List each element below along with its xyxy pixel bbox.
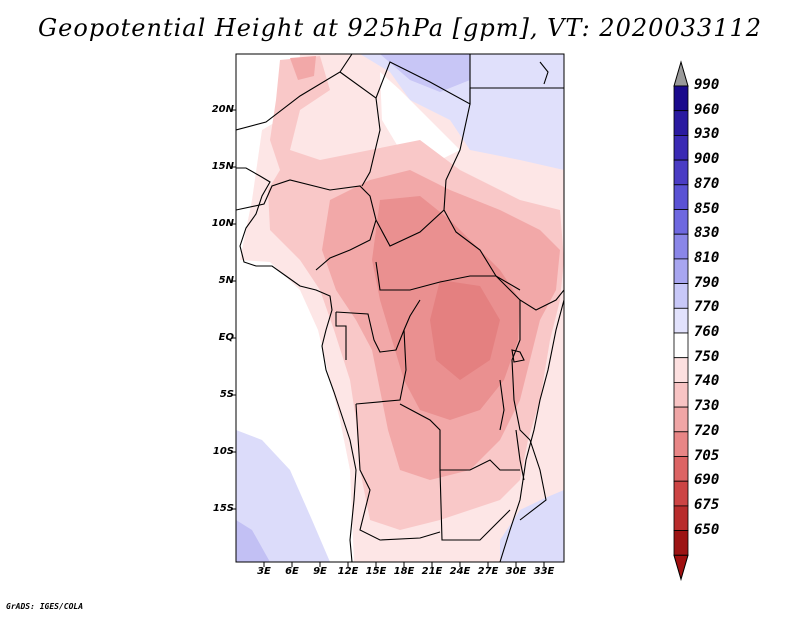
colorbar-swatch — [673, 85, 689, 112]
colorbar-label: 720 — [694, 422, 720, 439]
colorbar-label: 760 — [694, 324, 720, 340]
border-algeria-mali — [236, 54, 353, 131]
colorbar-swatch — [673, 431, 689, 457]
colorbar-label: 770 — [694, 299, 720, 316]
border-zambia-south — [439, 469, 511, 541]
lon-label-18e: 18E — [393, 566, 415, 577]
border-south-sudan — [495, 275, 564, 311]
colorbar-swatch — [673, 209, 689, 235]
map-frame — [235, 53, 565, 563]
lon-label-33e: 33E — [533, 566, 555, 577]
colorbar-label: 960 — [694, 101, 720, 118]
axis-ticks — [231, 109, 545, 567]
border-car-north — [375, 209, 445, 247]
border-drc-zambia — [399, 403, 520, 471]
colorbar-swatch — [673, 530, 689, 556]
colorbar-label: 930 — [694, 126, 720, 143]
colorbar-label: 810 — [694, 249, 720, 266]
colorbar-label: 705 — [694, 447, 720, 464]
lon-label-24e: 24E — [449, 566, 471, 577]
lat-label-eq: EQ — [218, 332, 234, 343]
coastline-west — [236, 167, 357, 562]
colorbar-label: 730 — [694, 398, 720, 415]
border-malawi-mozambique — [519, 439, 547, 521]
border-libya-chad — [375, 54, 471, 105]
lat-label-15s: 15S — [212, 503, 234, 514]
field-north-lightblue — [360, 54, 564, 170]
colorbar-swatch — [673, 184, 689, 210]
colorbar-label: 830 — [694, 225, 720, 242]
colorbar-swatch — [673, 480, 689, 507]
colorbar-swatch — [673, 233, 689, 260]
lon-label-3e: 3E — [257, 566, 271, 577]
lat-label-10n: 10N — [211, 218, 234, 229]
colorbar-swatch — [673, 505, 689, 531]
colorbar-swatch — [673, 159, 689, 186]
colorbar-label: 650 — [694, 521, 720, 538]
border-angola-namibia — [355, 403, 441, 541]
field-southeast-lightblue — [500, 490, 564, 562]
colorbar-label: 850 — [694, 200, 720, 217]
colorbar-swatch — [673, 357, 689, 383]
field-north-white — [380, 72, 460, 160]
colorbar-label: 690 — [694, 472, 720, 489]
nile-delta — [539, 61, 549, 85]
lake-tanganyika — [499, 379, 505, 431]
colorbar-label: 750 — [694, 348, 720, 365]
colorbar-swatch — [673, 406, 689, 433]
field-southwest-lightblue — [236, 430, 330, 562]
map-title: Geopotential Height at 925hPa [gpm], VT:… — [38, 14, 762, 42]
lon-label-15e: 15E — [365, 566, 387, 577]
colorbar-swatch — [673, 110, 689, 136]
colorbar-swatch — [673, 258, 689, 284]
coastline-east — [499, 299, 564, 562]
field-southwest-blue — [236, 520, 270, 562]
colorbar-bottom-arrow — [673, 554, 689, 582]
border-drc-angola-north — [355, 329, 407, 405]
lon-label-12e: 12E — [337, 566, 359, 577]
colorbar-swatch — [673, 456, 689, 482]
lat-label-15n: 15N — [211, 161, 234, 172]
lon-label-30e: 30E — [505, 566, 527, 577]
border-drc-east — [511, 300, 531, 441]
colorbar-top-arrow — [673, 60, 689, 87]
border-niger-chad — [339, 71, 381, 187]
lat-label-20n: 20N — [211, 104, 234, 115]
border-congo-gabon — [335, 299, 421, 353]
lat-label-10s: 10S — [212, 446, 234, 457]
lon-label-9e: 9E — [313, 566, 327, 577]
colorbar-swatch — [673, 283, 689, 309]
lon-label-27e: 27E — [477, 566, 499, 577]
lon-label-6e: 6E — [285, 566, 299, 577]
colorbar-label: 675 — [694, 496, 720, 513]
field-contour-715 — [430, 280, 500, 380]
colorbar-label: 740 — [694, 373, 720, 390]
colorbar-swatch — [673, 307, 689, 334]
colorbar-swatch — [673, 332, 689, 359]
colorbar — [673, 60, 689, 582]
colorbar-label: 870 — [694, 175, 720, 192]
border-gabon-west — [335, 312, 347, 360]
field-north-blue — [380, 54, 470, 92]
lon-label-21e: 21E — [421, 566, 443, 577]
geopotential-field — [236, 54, 564, 562]
border-nigeria — [236, 179, 377, 271]
colorbar-label: 790 — [694, 274, 720, 291]
colorbar-label: 990 — [694, 77, 720, 93]
field-northwest-spot — [290, 56, 316, 80]
grads-credit: GrADS: IGES/COLA — [6, 602, 84, 611]
lake-malawi — [515, 429, 525, 481]
field-west-white — [236, 54, 354, 562]
lat-label-5s: 5S — [219, 389, 234, 400]
lat-label-5n: 5N — [218, 275, 234, 286]
lake-victoria — [511, 349, 525, 363]
colorbar-swatch — [673, 134, 689, 161]
borders — [236, 54, 564, 562]
colorbar-label: 900 — [694, 151, 720, 168]
colorbar-swatch — [673, 381, 689, 408]
border-egypt-sudan — [469, 87, 564, 104]
